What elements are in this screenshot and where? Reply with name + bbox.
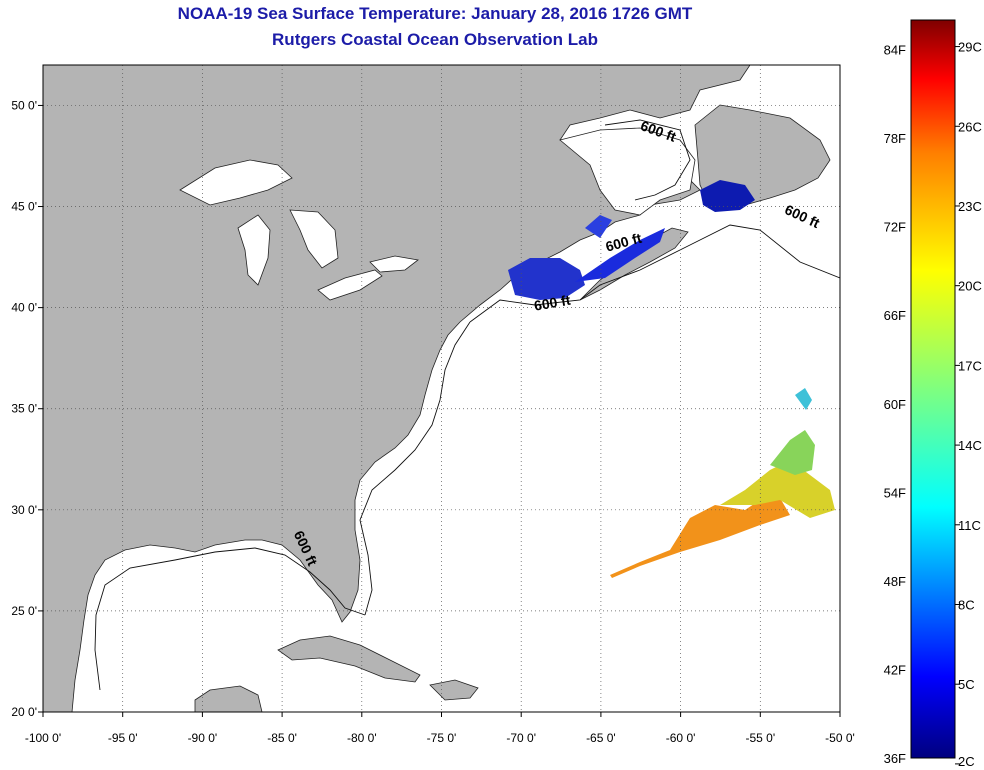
- lake-huron: [289, 209, 339, 269]
- colorbar-fahrenheit-labels: 84F 78F 72F 66F 60F 54F 48F 42F 36F: [884, 43, 906, 766]
- landmass-hispaniola: [429, 679, 479, 701]
- colorbar-f-label: 42F: [884, 662, 906, 677]
- colorbar-f-label: 48F: [884, 574, 906, 589]
- lon-tick-label: -80 0': [347, 731, 377, 745]
- lon-tick-label: -60 0': [666, 731, 696, 745]
- colorbar-c-label: 20C: [958, 279, 982, 294]
- colorbar-c-label: 14C: [958, 438, 982, 453]
- sst-patch-green: [770, 430, 815, 475]
- sst-patch-yellow: [720, 460, 835, 518]
- sst-cold-patches: [508, 180, 755, 300]
- landmass-yucatan: [194, 685, 263, 712]
- colorbar-f-label: 54F: [884, 485, 906, 500]
- sst-patch-cyan: [795, 388, 812, 410]
- contour-label: 600 ft: [533, 292, 572, 314]
- sst-patch-gulf-of-maine: [508, 258, 585, 300]
- colorbar-c-label: 2C: [958, 754, 975, 769]
- contour-se-coast: [359, 321, 471, 616]
- colorbar-c-label: 11C: [958, 518, 981, 533]
- lon-tick-label: -75 0': [427, 731, 457, 745]
- lon-tick-label: -55 0': [745, 731, 775, 745]
- colorbar-c-label: 17C: [958, 358, 982, 373]
- lon-tick-label: -100 0': [25, 731, 61, 745]
- colorbar-f-label: 60F: [884, 397, 906, 412]
- colorbar: [910, 19, 956, 759]
- graticule: [43, 65, 840, 712]
- lat-tick-label: 30 0': [11, 503, 37, 517]
- lake-michigan: [237, 214, 271, 286]
- colorbar-c-label: 23C: [958, 199, 982, 214]
- map-title: NOAA-19 Sea Surface Temperature: January…: [177, 4, 693, 23]
- colorbar-c-label: 5C: [958, 677, 975, 692]
- colorbar-c-label: 29C: [958, 40, 982, 55]
- great-lakes: [179, 159, 419, 301]
- gulf-st-lawrence: [559, 127, 696, 216]
- sst-patch-bay-of-fundy: [575, 228, 665, 282]
- lat-tick-label: 50 0': [11, 98, 37, 112]
- contour-gulf: [94, 547, 366, 691]
- lon-tick-label: -90 0': [188, 731, 218, 745]
- colorbar-c-label: 8C: [958, 597, 975, 612]
- lon-tick-label: -85 0': [267, 731, 297, 745]
- lat-tick-label: 25 0': [11, 604, 37, 618]
- lake-superior: [179, 159, 293, 206]
- lon-tick-label: -65 0': [586, 731, 616, 745]
- lon-tick-label: -95 0': [108, 731, 138, 745]
- lat-tick-label: 40 0': [11, 301, 37, 315]
- lat-tick-label: 35 0': [11, 402, 37, 416]
- colorbar-f-label: 72F: [884, 220, 906, 235]
- colorbar-f-label: 36F: [884, 751, 906, 766]
- contour-gulf-st-lawrence: [604, 119, 691, 201]
- colorbar-f-label: 78F: [884, 131, 906, 146]
- lon-tick-label: -70 0': [506, 731, 536, 745]
- longitude-ticks: -100 0' -95 0' -90 0' -85 0' -80 0' -75 0' -70…: [25, 712, 855, 745]
- latitude-ticks: 20 0' 25 0' 30 0' 35 0' 40 0' 45 0' 50 0': [11, 98, 43, 719]
- lat-tick-label: 45 0': [11, 200, 37, 214]
- colorbar-celsius-labels: 29C 26C 23C 20C 17C 14C 11C 8C 5C 2C: [955, 40, 982, 769]
- lat-tick-label: 20 0': [11, 705, 37, 719]
- sst-patch-nb: [585, 215, 612, 238]
- landmass-cuba: [277, 635, 421, 683]
- colorbar-c-label: 26C: [958, 119, 982, 134]
- sst-patch-orange: [610, 498, 790, 578]
- colorbar-f-label: 84F: [884, 43, 906, 58]
- sst-patch-cabot-strait: [700, 180, 755, 212]
- depth-contours: [94, 119, 840, 691]
- colorbar-f-label: 66F: [884, 308, 906, 323]
- contour-atlantic-shelf: [469, 224, 840, 323]
- lake-erie: [317, 269, 383, 301]
- sst-warm-patches: [610, 388, 835, 578]
- lon-tick-label: -50 0': [825, 731, 855, 745]
- lake-ontario: [369, 255, 419, 273]
- map-subtitle: Rutgers Coastal Ocean Observation Lab: [272, 30, 598, 49]
